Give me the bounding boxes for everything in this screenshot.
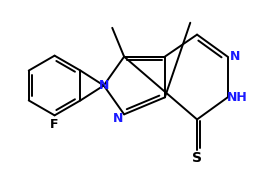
Text: N: N [98, 79, 109, 92]
Text: S: S [192, 152, 202, 165]
Text: F: F [50, 118, 59, 131]
Text: NH: NH [227, 91, 248, 104]
Text: N: N [230, 50, 240, 63]
Text: N: N [113, 112, 123, 125]
